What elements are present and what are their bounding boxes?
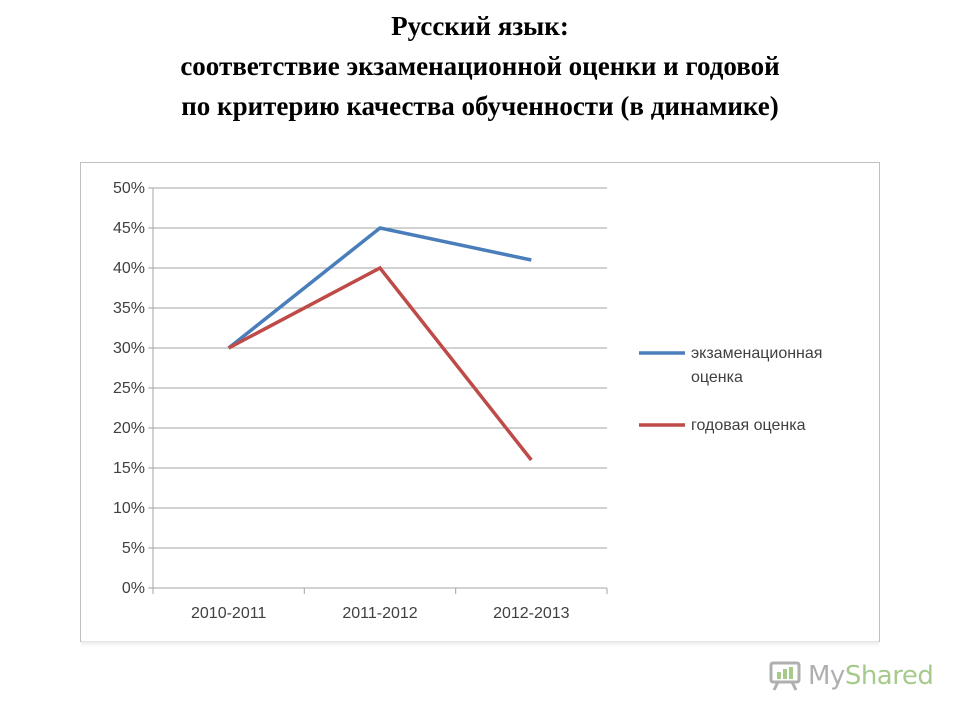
y-tick-label: 15%	[113, 460, 145, 477]
chart-frame: 0% 5% 10% 15% 20% 25% 30% 35% 40% 45% 50% 2010-2011…	[80, 162, 880, 647]
x-tick-label: 2012-2013	[493, 605, 570, 622]
legend-label-1: экзаменационная оценка	[691, 345, 822, 386]
x-tick-label: 2010-2011	[191, 605, 266, 622]
watermark-shared: Shared	[844, 661, 934, 691]
y-tick-label: 35%	[113, 300, 145, 317]
watermark-my: My	[808, 661, 845, 691]
axes	[148, 187, 608, 594]
grid-lines	[153, 187, 607, 549]
watermark-text: MyShared	[808, 661, 934, 691]
myshared-watermark: MyShared	[768, 654, 938, 698]
legend-label-line: годовая оценка	[691, 417, 806, 434]
legend-label-line: оценка	[691, 369, 743, 386]
y-tick-label: 45%	[113, 220, 145, 237]
y-tick-label: 40%	[113, 260, 145, 277]
line-chart: 0% 5% 10% 15% 20% 25% 30% 35% 40% 45% 50% 2010-2011…	[113, 180, 822, 622]
series-line-1	[227, 226, 532, 350]
title-line-2: соответствие экзаменационной оценки и го…	[180, 51, 780, 81]
series-line-2	[227, 265, 533, 462]
y-tick-label: 30%	[113, 340, 145, 357]
title-line-1: Русский язык:	[391, 11, 569, 41]
y-tick-label: 0%	[122, 580, 145, 597]
series-lines	[227, 226, 533, 462]
presentation-board-icon	[769, 661, 801, 691]
y-tick-label: 10%	[113, 500, 145, 517]
y-tick-label: 20%	[113, 420, 145, 437]
slide-title: Русский язык: соответствие экзаменационн…	[0, 6, 960, 126]
title-line-3: по критерию качества обученности (в дина…	[181, 91, 779, 121]
x-tick-label: 2011-2012	[342, 605, 417, 622]
legend-label-line: экзаменационная	[691, 345, 822, 362]
tick-labels: 0% 5% 10% 15% 20% 25% 30% 35% 40% 45% 50% 2010-2011…	[113, 180, 570, 622]
y-tick-label: 50%	[113, 180, 145, 197]
legend-label-2: годовая оценка	[691, 417, 806, 434]
y-tick-label: 25%	[113, 380, 145, 397]
legend: экзаменационная оценка годовая оценка	[639, 345, 822, 434]
y-tick-label: 5%	[122, 540, 145, 557]
